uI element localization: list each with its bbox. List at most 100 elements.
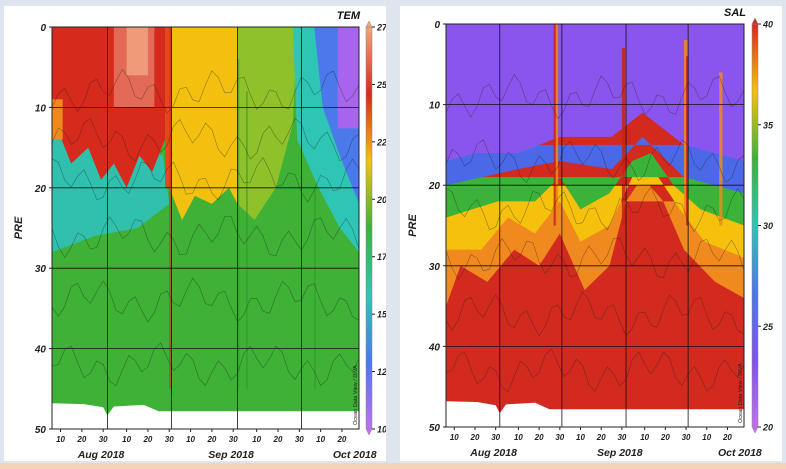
sal-section-chart: 0 10 20 30 40 50 PRE SAL 10 20 30 10 20 30 10 20 30 10 20 3… (407, 7, 774, 459)
sal-xtick-label: 10 (640, 433, 649, 442)
tem-xtick-label: 10 (252, 435, 261, 444)
sal-xtick-label: 30 (617, 433, 626, 442)
sal-streak (555, 24, 559, 226)
tem-colorbar-label: 17.5 (377, 252, 386, 262)
tem-xtick-label: 30 (295, 435, 304, 444)
tem-xtick-label: 20 (76, 435, 86, 444)
sal-xtick-label: 30 (682, 433, 691, 442)
sal-green-band (446, 152, 744, 226)
sal-xtick-label: 20 (660, 433, 670, 442)
tem-dec-violet (337, 27, 359, 129)
tem-xtick-label: 10 (186, 435, 195, 444)
tem-xtick-label: 20 (336, 435, 346, 444)
tem-streak (314, 187, 316, 389)
tem-xtick-label: 30 (99, 435, 108, 444)
sal-ytick-label: 0 (434, 20, 440, 31)
tem-xtick-label: 20 (142, 435, 152, 444)
sal-xtick-label: 20 (470, 433, 480, 442)
sal-streak (683, 40, 688, 226)
sal-colorbar-label: 30 (763, 221, 773, 231)
sal-colorbar-min-arrow (751, 426, 759, 434)
tem-streak (169, 27, 172, 389)
sal-contour-line (446, 348, 744, 393)
tem-ytick-label: 30 (35, 264, 47, 275)
tem-ytick-label: 0 (40, 23, 46, 34)
sal-field (446, 24, 744, 427)
sal-month-label: Sep 2018 (597, 447, 643, 459)
tem-section-panel: 0 10 20 30 40 50 PRE TEM 10 20 30 10 20 30 10 20 30 10 20 3… (4, 6, 623, 461)
tem-title: TEM (337, 10, 361, 22)
tem-nov-mix (237, 27, 298, 220)
bottom-strip (0, 463, 786, 469)
tem-colorbar-label: 27.5 (376, 23, 386, 33)
tem-ytick-label: 40 (34, 345, 47, 356)
sal-xtick-label: 10 (450, 433, 459, 442)
sal-colorbar-label: 40 (762, 20, 773, 30)
tem-colorbar-label: 12.5 (377, 367, 386, 377)
sal-contour-line (446, 139, 744, 184)
sal-credit: Ocean Data View / DIVA (738, 363, 744, 423)
tem-oct-yellow (169, 27, 238, 220)
tem-month-label: Sep 2018 (208, 449, 254, 461)
sal-month-label: Aug 2018 (469, 447, 517, 459)
tem-xtick-label: 30 (165, 435, 174, 444)
tem-colorbar-label: 15 (377, 310, 386, 320)
tem-streak (246, 91, 248, 389)
tem-ytick-label: 10 (35, 103, 47, 114)
tem-xtick-label: 10 (316, 435, 325, 444)
tem-colorbar-min-arrow (365, 428, 373, 436)
tem-contour-line (52, 342, 359, 387)
sal-ytick-label: 10 (429, 101, 441, 112)
tem-contour-line (52, 216, 359, 259)
tem-colorbar (365, 26, 373, 430)
sal-ytick-label: 20 (428, 181, 441, 192)
tem-xtick-label: 10 (122, 435, 131, 444)
tem-contour-line (52, 157, 359, 203)
sal-colorbar (751, 23, 759, 428)
tem-xtick-label: 10 (56, 435, 65, 444)
sal-streak (719, 72, 723, 226)
sal-contour-line (446, 73, 744, 120)
tem-colorbar-label: 10 (377, 425, 386, 435)
sal-violet-surface (446, 24, 744, 162)
sal-xtick-label: 10 (702, 433, 711, 442)
sal-streak (621, 48, 626, 226)
tem-no-data-region (52, 403, 359, 429)
tem-streak (237, 59, 240, 389)
sal-contour-line (446, 186, 744, 233)
sal-xtick-label: 20 (596, 433, 606, 442)
sal-section-panel: 0 10 20 30 40 50 PRE SAL 10 20 30 10 20 30 10 20 30 10 20 3… (400, 6, 782, 461)
sal-no-data-region (446, 401, 744, 427)
tem-ytick-label: 50 (35, 425, 47, 436)
tem-xtick-label: 30 (229, 435, 238, 444)
sal-month-label: Oct 2018 (718, 447, 762, 459)
sal-colorbar-max-arrow (751, 17, 759, 25)
tem-section-chart: 0 10 20 30 40 50 PRE TEM 10 20 30 10 20 30 10 20 30 10 20 3… (13, 10, 623, 461)
sal-colorbar-label: 20 (762, 423, 773, 433)
sal-contour-line (446, 237, 744, 280)
sal-plot-frame (445, 23, 745, 428)
tem-colorbar-label: 20 (376, 195, 386, 205)
sal-xtick-label: 30 (491, 433, 500, 442)
tem-contour-line (52, 117, 359, 162)
sal-ytick-label: 50 (429, 423, 441, 434)
tem-ylabel: PRE (13, 216, 25, 239)
tem-colorbar-label: 22.5 (376, 137, 386, 147)
tem-colorbar-max-arrow (365, 20, 373, 28)
tem-contour-line (52, 68, 359, 115)
sal-xtick-label: 10 (514, 433, 523, 442)
sal-ytick-label: 40 (428, 342, 441, 353)
tem-orange-fringe (52, 99, 63, 140)
tem-credit: Ocean Data View / DIVA (353, 365, 359, 425)
sal-xtick-label: 20 (722, 433, 732, 442)
sal-xtick-label: 30 (555, 433, 564, 442)
sal-colorbar-label: 35 (763, 120, 774, 130)
tem-hottest-patch (126, 27, 148, 76)
tem-contour-line (52, 277, 359, 323)
sal-xtick-label: 10 (576, 433, 585, 442)
sal-ylabel: PRE (407, 214, 419, 237)
tem-xtick-label: 20 (273, 435, 283, 444)
tem-ytick-label: 20 (34, 184, 47, 195)
sal-xtick-label: 20 (534, 433, 544, 442)
sal-contour-line (446, 291, 744, 337)
